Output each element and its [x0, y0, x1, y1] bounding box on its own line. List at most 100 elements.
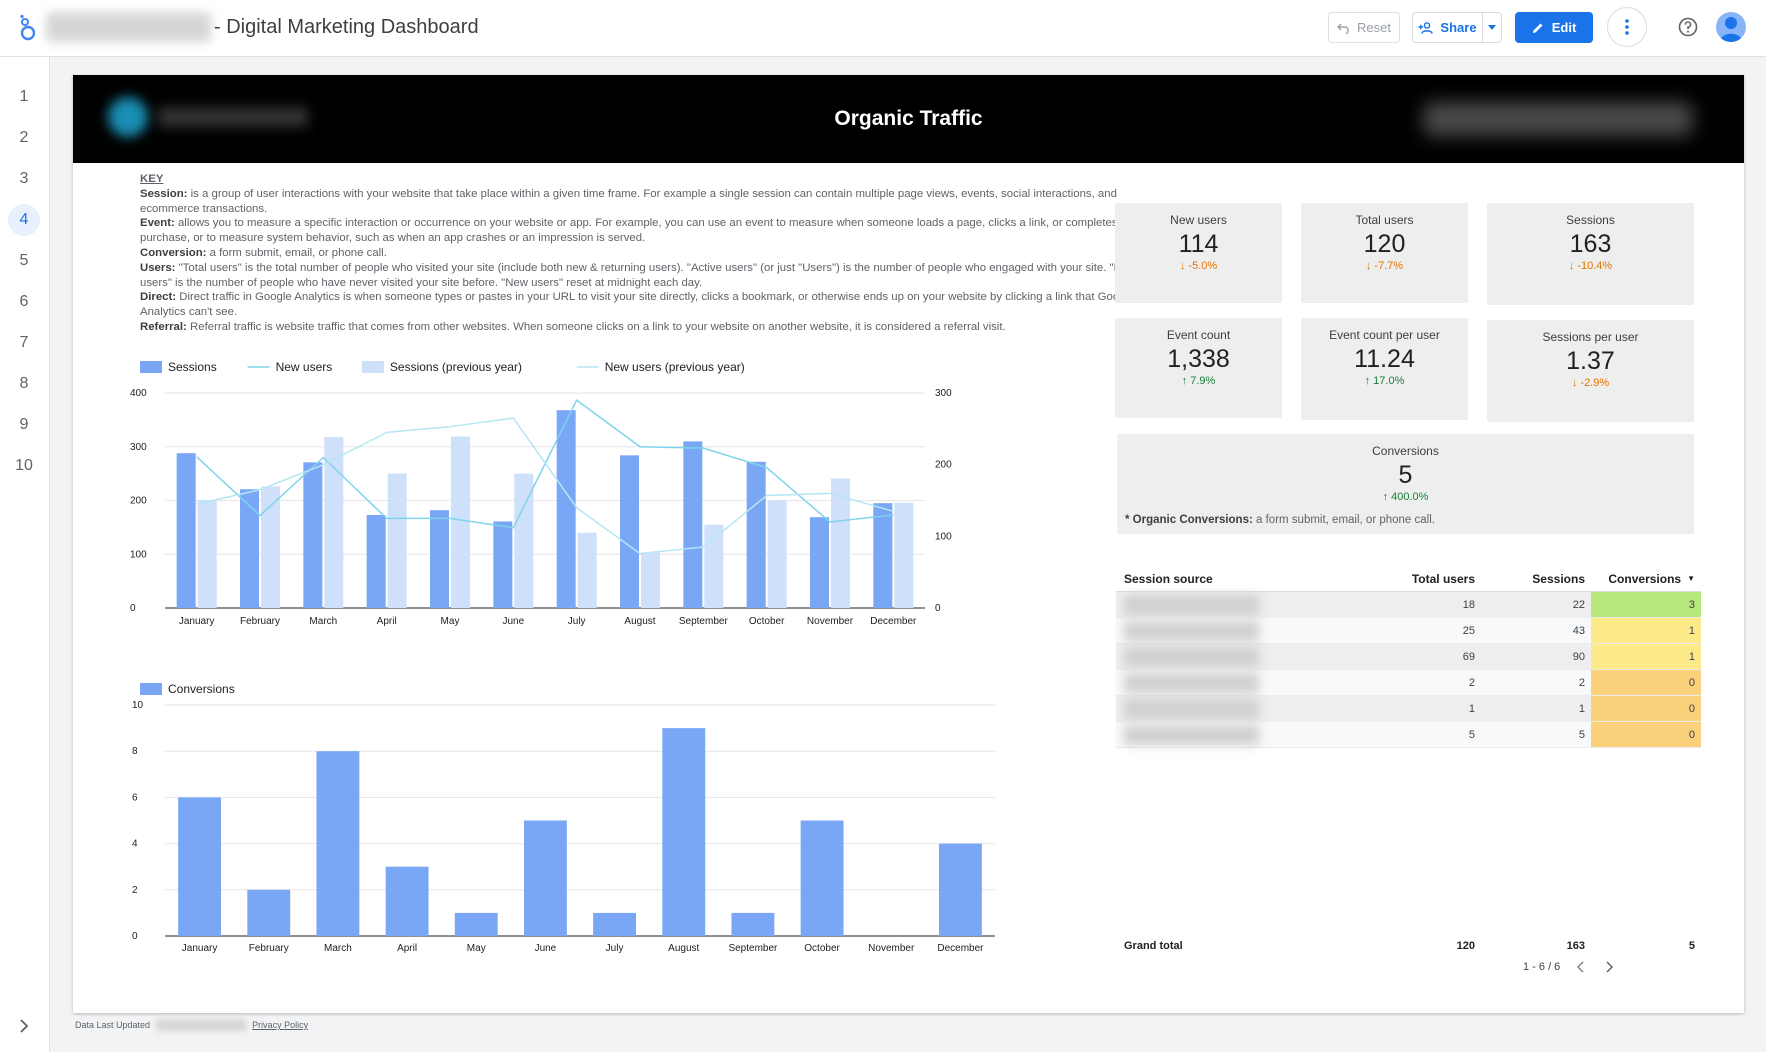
metric-key: KEY Session: is a group of user interact… [140, 172, 1165, 335]
y-tick-label: 6 [132, 792, 138, 803]
bar-conversions [800, 820, 844, 936]
scorecard-change: ↓ -2.9% [1571, 377, 1610, 389]
bar-conversions [178, 797, 222, 936]
legend-item: New users (previous year) [576, 360, 745, 374]
privacy-policy-link[interactable]: Privacy Policy [252, 1020, 309, 1030]
report-footer: Data Last Updated Privacy Policy [75, 1019, 308, 1031]
col-header-sessions[interactable]: Sessions [1532, 571, 1585, 586]
help-icon[interactable] [1678, 17, 1698, 37]
bar-conversions [523, 820, 567, 936]
cell-sessions: 43 [1572, 624, 1585, 637]
bar-conversions [731, 912, 775, 936]
y-tick-label-left: 0 [130, 603, 136, 614]
table-pager: 1 - 6 / 6 [1523, 960, 1616, 974]
session-source-redacted [1116, 724, 1261, 745]
scorecard-value: 114 [1178, 230, 1219, 258]
table-body: 18 22 3 25 43 1 69 90 1 2 2 0 1 1 0 5 5 0 [1116, 592, 1701, 748]
legend-label: New users (previous year) [605, 360, 745, 374]
looker-studio-logo-icon[interactable] [16, 14, 40, 42]
col-header-conversions[interactable]: Conversions ▼ [1608, 571, 1695, 586]
x-tick-label: November [868, 943, 915, 954]
scorecard-label: Sessions per user [1542, 330, 1639, 344]
share-dropdown-button[interactable] [1482, 13, 1501, 42]
chevron-right-icon[interactable] [1602, 960, 1616, 974]
cell-sessions: 90 [1572, 650, 1585, 663]
cell-sessions: 2 [1578, 676, 1585, 689]
scorecard-sessions[interactable]: Sessions 163 ↓ -10.4% [1487, 203, 1694, 305]
edit-button[interactable]: Edit [1515, 12, 1593, 43]
undo-icon [1337, 23, 1349, 34]
x-tick-label: May [441, 616, 460, 627]
bar-sessions [493, 521, 513, 608]
bar-conversions [593, 912, 637, 936]
table-row[interactable]: 18 22 3 [1116, 592, 1701, 618]
scorecard-new-users[interactable]: New users 114 ↓ -5.0% [1115, 203, 1282, 303]
page-8-link[interactable]: 8 [19, 375, 29, 392]
bar-sessions-previous-year- [577, 532, 597, 608]
page-10-link[interactable]: 10 [15, 457, 33, 474]
sessions-users-combo-chart[interactable]: Sessions New users Sessions (previous year… [118, 343, 1118, 663]
scorecard-change: ↓ -10.4% [1568, 260, 1613, 272]
scorecard-event-count-per-user[interactable]: Event count per user 11.24 ↑ 17.0% [1301, 318, 1468, 420]
legend-item: Conversions [140, 682, 235, 696]
key-heading: KEY [140, 173, 164, 185]
client-logo-redacted [108, 93, 318, 141]
reset-button[interactable]: Reset [1328, 12, 1400, 43]
scorecard-value: 1.37 [1566, 347, 1615, 375]
page-6-link[interactable]: 6 [19, 293, 29, 310]
page-1-link[interactable]: 1 [19, 88, 29, 105]
legend-item: Sessions (previous year) [361, 360, 522, 374]
session-source-table[interactable]: Session source Total users Sessions Conv… [1116, 566, 1701, 952]
scorecard-change: ↓ -7.7% [1365, 260, 1404, 272]
more-options-button[interactable] [1607, 7, 1647, 47]
bar-sessions-previous-year- [704, 524, 724, 608]
table-row[interactable]: 69 90 1 [1116, 644, 1701, 670]
cell-conversions: 3 [1591, 592, 1701, 617]
col-header-session-source[interactable]: Session source [1124, 571, 1213, 586]
arrow-up-icon: ↑ [1364, 375, 1374, 387]
page-9-link[interactable]: 9 [19, 416, 29, 433]
bar-sessions-previous-year- [767, 500, 787, 608]
scorecard-change: ↑ 400.0% [1382, 491, 1429, 503]
share-button[interactable]: Share [1412, 12, 1502, 43]
grand-total-sessions: 163 [1566, 940, 1585, 952]
page-2-link[interactable]: 2 [19, 129, 29, 146]
col-header-total-users[interactable]: Total users [1411, 571, 1475, 586]
grand-total-row: Grand total 120 163 5 [1116, 936, 1701, 956]
edit-label: Edit [1551, 20, 1577, 35]
y-tick-label-right: 100 [935, 531, 952, 542]
arrow-up-icon: ↑ [1382, 491, 1392, 503]
account-avatar[interactable] [1716, 12, 1746, 42]
grand-total-users: 120 [1456, 940, 1475, 952]
session-source-redacted [1116, 620, 1261, 641]
report-title[interactable]: - Digital Marketing Dashboard [214, 16, 479, 38]
table-row[interactable]: 25 43 1 [1116, 618, 1701, 644]
y-tick-label-right: 0 [935, 603, 941, 614]
scorecard-value: 120 [1363, 230, 1406, 258]
cell-conversions: 0 [1591, 722, 1701, 747]
expand-sidebar-icon[interactable] [16, 1018, 32, 1034]
scorecard-event-count[interactable]: Event count 1,338 ↑ 7.9% [1115, 318, 1282, 418]
bar-sessions-previous-year- [641, 552, 660, 608]
session-source-redacted [1116, 698, 1261, 719]
legend-swatch [140, 683, 162, 695]
x-tick-label: September [679, 616, 729, 627]
chevron-left-icon[interactable] [1574, 960, 1588, 974]
scorecard-sessions-per-user[interactable]: Sessions per user 1.37 ↓ -2.9% [1487, 320, 1694, 422]
page-4-link[interactable]: 4 [8, 204, 40, 236]
bar-conversions [662, 728, 706, 936]
scorecard-total-users[interactable]: Total users 120 ↓ -7.7% [1301, 203, 1468, 303]
conversions-bar-chart[interactable]: Conversions 0 2 4 6 8 10 January February March Ap… [118, 676, 1118, 996]
scorecard-conversions[interactable]: Conversions 5 ↑ 400.0% * Organic Convers… [1117, 434, 1694, 534]
conversions-note: * Organic Conversions: a form submit, em… [1125, 514, 1435, 526]
page-5-link[interactable]: 5 [19, 252, 29, 269]
bar-sessions [873, 503, 893, 608]
grand-total-label: Grand total [1124, 940, 1183, 952]
session-source-redacted [1116, 646, 1261, 667]
page-3-link[interactable]: 3 [19, 170, 29, 187]
page-7-link[interactable]: 7 [19, 334, 29, 351]
y-tick-label-right: 200 [935, 460, 952, 471]
